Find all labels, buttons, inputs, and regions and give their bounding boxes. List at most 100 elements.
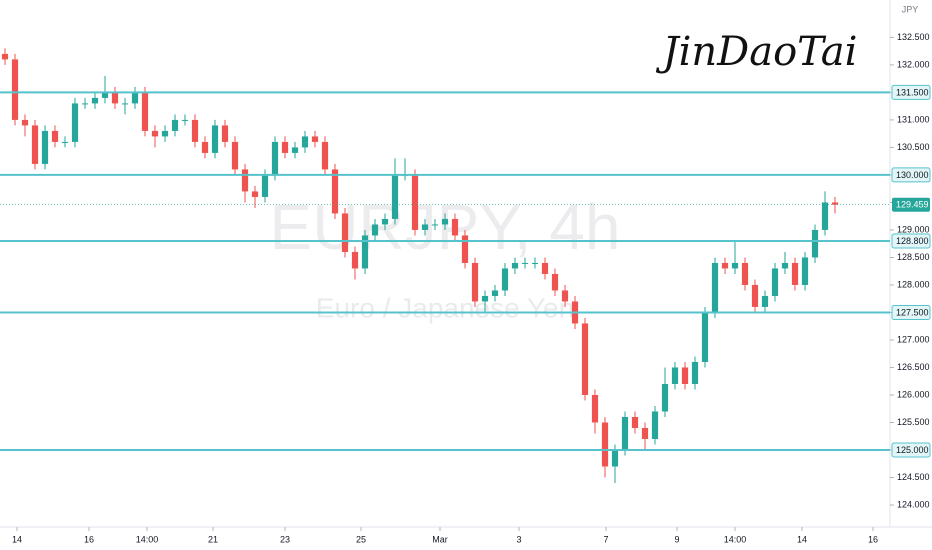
candle-body xyxy=(701,312,709,362)
candle-body xyxy=(821,202,829,230)
x-tick-label: 21 xyxy=(208,534,218,544)
candle-body xyxy=(601,422,609,467)
candle-body xyxy=(51,130,59,142)
candle-body xyxy=(651,411,659,439)
candle-body xyxy=(211,125,219,153)
candle-body xyxy=(631,416,639,428)
candle-body xyxy=(461,235,469,263)
candle-body xyxy=(451,218,459,236)
candle-body xyxy=(31,125,39,164)
last-price-box xyxy=(892,197,930,212)
x-tick-label: 14:00 xyxy=(724,534,747,544)
candle-body xyxy=(591,394,599,423)
level-label-box xyxy=(891,442,931,458)
level-label-box xyxy=(891,304,931,320)
candle-body xyxy=(191,119,199,142)
candle-body xyxy=(351,251,359,269)
candle-body xyxy=(121,103,129,105)
y-tick-label: 125.500 xyxy=(897,417,930,427)
candle-body xyxy=(551,273,559,291)
candle-body xyxy=(791,262,799,285)
candle-body xyxy=(341,213,349,252)
candle-body xyxy=(521,262,529,264)
candle-body xyxy=(761,295,769,307)
y-tick-label: 128.500 xyxy=(897,252,930,262)
level-label-box xyxy=(891,84,931,100)
candle-body xyxy=(181,119,189,121)
candle-body xyxy=(421,224,429,230)
candle-body xyxy=(11,59,19,120)
candle-body xyxy=(661,383,669,412)
candle-body xyxy=(471,262,479,302)
y-tick-label: 126.000 xyxy=(897,389,930,399)
candle-body xyxy=(681,367,689,384)
x-tick-label: 3 xyxy=(516,534,521,544)
candle-body xyxy=(381,218,389,225)
candle-body xyxy=(491,290,499,296)
candle-body xyxy=(61,141,69,143)
candle-body xyxy=(641,427,649,439)
y-tick-label: 132.500 xyxy=(897,32,930,42)
candle-body xyxy=(41,130,49,164)
candle-body xyxy=(151,130,159,137)
candle-body xyxy=(101,92,109,98)
candle-body xyxy=(311,136,319,142)
x-tick-label: 14:00 xyxy=(136,534,159,544)
level-label-box xyxy=(891,233,931,249)
candle-body xyxy=(781,262,789,269)
y-tick-label: 128.000 xyxy=(897,279,930,289)
candle-body xyxy=(741,262,749,285)
candle-body xyxy=(431,224,439,226)
candle-body xyxy=(711,262,719,313)
candle-body xyxy=(91,97,99,104)
candle-body xyxy=(561,290,569,302)
candle-body xyxy=(171,119,179,131)
y-tick-label: 129.000 xyxy=(897,224,930,234)
candle-body xyxy=(731,262,739,269)
candle-body xyxy=(331,169,339,214)
candle-body xyxy=(371,224,379,236)
x-tick-label: 9 xyxy=(674,534,679,544)
x-tick-label: 25 xyxy=(356,534,366,544)
y-tick-label: 124.000 xyxy=(897,499,930,509)
level-label: 131.500 xyxy=(896,87,929,97)
y-tick-label: 127.000 xyxy=(897,334,930,344)
candle-body xyxy=(411,174,419,230)
candle-body xyxy=(301,136,309,148)
watermark-subtitle: Euro / Japanese Yen xyxy=(316,292,574,323)
candle-body xyxy=(611,449,619,467)
candle-body xyxy=(1,53,9,60)
candle-body xyxy=(751,284,759,307)
candle-body xyxy=(511,262,519,269)
candle-body xyxy=(21,119,29,126)
candle-body xyxy=(531,262,539,264)
candle-body xyxy=(271,141,279,175)
y-tick-label: 132.000 xyxy=(897,59,930,69)
candle-body xyxy=(721,262,729,269)
candle-body xyxy=(71,103,79,142)
y-tick-label: 130.500 xyxy=(897,142,930,152)
candle-body xyxy=(141,92,149,131)
candle-body xyxy=(321,141,329,170)
candle-body xyxy=(131,92,139,104)
level-label: 125.000 xyxy=(896,445,929,455)
last-price-label: 129.459 xyxy=(896,200,929,210)
x-tick-label: 14 xyxy=(12,534,22,544)
candle-body xyxy=(581,323,589,395)
candle-body xyxy=(671,367,679,384)
y-tick-label: 131.000 xyxy=(897,114,930,124)
candle-body xyxy=(541,262,549,274)
candle-body xyxy=(251,191,259,197)
x-tick-label: 16 xyxy=(868,534,878,544)
y-tick-label: 126.500 xyxy=(897,362,930,372)
x-tick-label: 7 xyxy=(603,534,608,544)
level-label: 130.000 xyxy=(896,170,929,180)
candle-body xyxy=(801,257,809,285)
candle-body xyxy=(501,268,509,291)
candle-body xyxy=(831,202,839,205)
candle-body xyxy=(261,174,269,197)
candle-body xyxy=(221,125,229,142)
level-label: 127.500 xyxy=(896,307,929,317)
candle-body xyxy=(621,416,629,450)
